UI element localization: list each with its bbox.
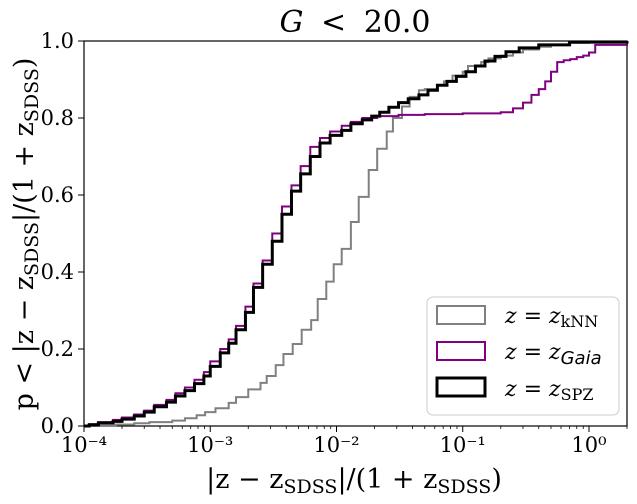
chart-title: G < 20.0 (280, 5, 431, 40)
legend-label-knn: z = zkNN (504, 304, 598, 331)
legend-label-prefix: z = z (504, 340, 561, 365)
x-tick-label: 10⁻³ (187, 433, 233, 457)
title-rhs: 20.0 (364, 5, 431, 40)
x-axis-label-sub: SDSS (283, 476, 337, 498)
y-axis-label-sub: SDSS (21, 68, 43, 122)
y-axis-label-part: ) (9, 58, 40, 69)
axis-ticks: 10⁻⁴ 10⁻³ 10⁻² 10⁻¹ 10⁰ 0.0 0.2 0.4 0.6 0.8 1.0 (41, 29, 628, 457)
legend-label-sub: SPZ (561, 385, 594, 404)
y-tick-label: 0.4 (41, 260, 74, 284)
legend: z = zkNN z = zGaia z = zSPZ (426, 296, 620, 416)
x-axis-label-part: ) (491, 464, 502, 495)
y-tick-label: 0.2 (41, 337, 74, 361)
legend-label-sub: Gaia (561, 348, 602, 369)
x-tick-label: 10⁻⁴ (61, 433, 107, 457)
y-axis-label-part: |/(1 + z (9, 122, 40, 222)
legend-label-gaia: z = zGaia (504, 340, 602, 369)
title-lhs: G (280, 5, 304, 40)
y-tick-label: 0.0 (41, 414, 74, 438)
x-tick-label: 10⁰ (571, 433, 606, 457)
x-axis-label-part: |z − z (206, 464, 283, 495)
x-tick-label: 10⁻¹ (440, 433, 486, 457)
plot-frame (83, 40, 628, 427)
x-tick-label: 10⁻² (313, 433, 359, 457)
y-tick-label: 1.0 (41, 29, 74, 53)
legend-label-prefix: z = z (504, 377, 561, 402)
series-layer (84, 40, 629, 428)
y-axis-label-sub: SDSS (21, 222, 43, 276)
y-axis-label: p < |z − zSDSS|/(1 + zSDSS) (9, 58, 43, 411)
x-axis-label: |z − zSDSS|/(1 + zSDSS) (206, 464, 502, 498)
legend-label-sub: kNN (561, 312, 599, 331)
series-line-z-z-knn (84, 40, 628, 427)
legend-label-prefix: z = z (504, 304, 561, 329)
legend-swatch-gaia (436, 341, 486, 361)
legend-swatch-spz (435, 376, 487, 398)
x-axis-label-sub: SDSS (437, 476, 491, 498)
x-axis-label-part: |/(1 + z (337, 464, 437, 495)
title-op: < (321, 5, 346, 40)
series-line-z-z-spz (84, 40, 629, 428)
legend-swatch-knn (436, 305, 486, 325)
legend-box (426, 296, 620, 416)
series-line-z-z-gaia (84, 41, 628, 427)
legend-label-spz: z = zSPZ (504, 377, 593, 404)
y-tick-label: 0.6 (41, 183, 74, 207)
y-tick-label: 0.8 (41, 106, 74, 130)
y-axis-label-part: p < |z − z (9, 276, 40, 410)
